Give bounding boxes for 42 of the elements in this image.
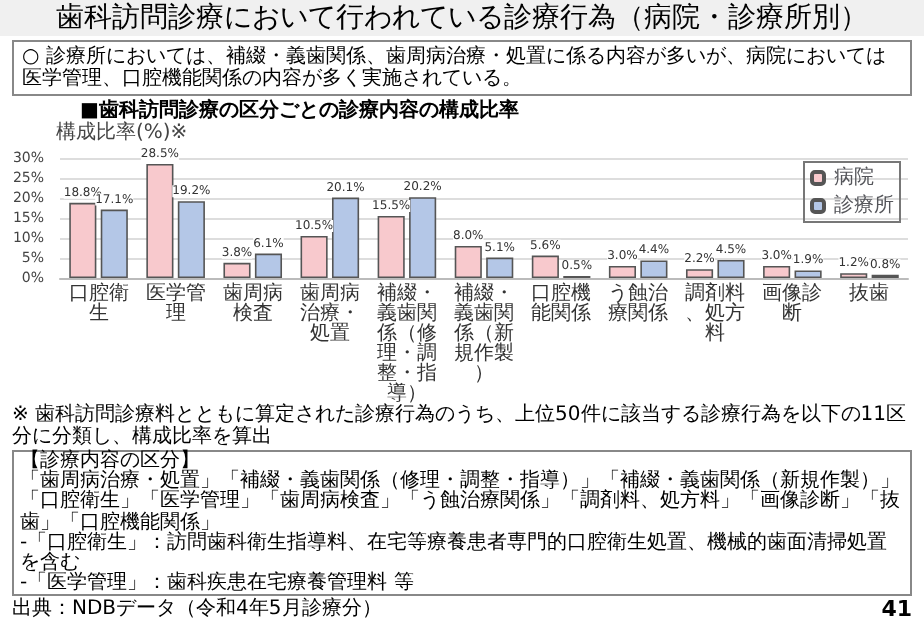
chart-title: 歯科訪問診療において行われている診療行為（病院・診療所別）: [0, 0, 924, 36]
text: 41: [881, 596, 912, 623]
bar: [146, 164, 174, 278]
x-tick-label: 抜歯: [849, 281, 890, 305]
text: ※ 歯科訪問診療料とともに算定された診療行為のうち、上位50件に該当する診療行為を以下の11区分に分類し、構成比率を算出: [12, 404, 909, 448]
x-tick-label: 補綴・義歯関係（修理・調整・指導）: [376, 281, 437, 405]
x-tick-label: 調剤料、処方料: [685, 281, 746, 345]
y-axis-title: 構成比率(%)※: [56, 122, 188, 144]
text: ○ 診療所においては、補綴・義歯関係、歯周病治療・処置に係る内容が多いが、病院においては医学管理、口腔機能関係の内容が多く実施されている。: [12, 40, 912, 96]
bar: [763, 266, 791, 278]
chart-subtitle: ■歯科訪問診療の区分ごとの診療内容の構成比率: [80, 100, 521, 122]
bar: [177, 201, 205, 278]
bar: [377, 216, 405, 278]
text: 「歯周病治療・処置」「補綴・義歯関係（修理・調整・指導）」「補綴・義歯関係（新規作製）」「口腔衛生」「医学管理」「歯周病検査」「う蝕治療関係」「調剤料、処方料」「画像診断」「抜歯」「口腔機能関係」: [20, 470, 902, 534]
bar: [100, 209, 128, 278]
bar: [409, 197, 437, 278]
bar: [685, 269, 714, 278]
bar: [331, 197, 360, 278]
x-tick-label: 画像診断: [762, 281, 823, 325]
bar: [69, 202, 97, 278]
x-tick-label: 口腔衛生: [68, 281, 129, 325]
bar: [454, 246, 482, 278]
x-tick-label: 補綴・義歯関係（新規作製）: [454, 281, 514, 385]
x-tick-label: 口腔機能関係: [531, 281, 592, 325]
x-tick-label: 歯周病治療・処置: [299, 281, 360, 345]
bar: [794, 270, 822, 278]
bar: [486, 257, 514, 278]
bar: [717, 260, 745, 278]
text: 【診療内容の区分】: [20, 450, 202, 472]
bar: [254, 253, 283, 278]
x-tick-label: 歯周病検査: [222, 281, 283, 325]
source-note: 出典：NDBデータ（令和4年5月診療分）: [12, 598, 382, 621]
x-tick-label: う蝕治療関係: [608, 281, 669, 325]
text: -「医学管理」：歯科疾患在宅療養管理料 等: [20, 572, 416, 595]
bar: [640, 260, 668, 278]
bar: [300, 236, 328, 278]
bar: [608, 266, 637, 278]
bar: [223, 262, 251, 278]
bar: [531, 255, 559, 278]
legend-label: 診療所: [834, 193, 894, 217]
x-tick-label: 医学管理: [145, 281, 206, 325]
legend-label: 病院: [834, 165, 874, 189]
